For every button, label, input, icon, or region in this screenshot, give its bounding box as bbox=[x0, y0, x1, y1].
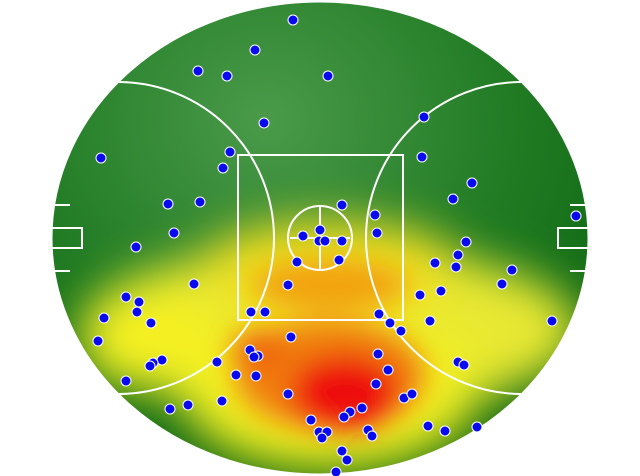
point bbox=[221, 70, 233, 82]
point bbox=[336, 445, 348, 457]
point bbox=[217, 162, 229, 174]
point bbox=[371, 227, 383, 239]
point bbox=[418, 111, 430, 123]
point bbox=[297, 230, 309, 242]
point bbox=[259, 306, 271, 318]
point bbox=[182, 399, 194, 411]
point bbox=[372, 348, 384, 360]
point bbox=[316, 432, 328, 444]
point bbox=[341, 454, 353, 466]
point bbox=[458, 359, 470, 371]
point bbox=[395, 325, 407, 337]
point bbox=[131, 306, 143, 318]
point bbox=[384, 317, 396, 329]
point bbox=[249, 44, 261, 56]
boundary bbox=[51, 1, 589, 475]
point bbox=[258, 117, 270, 129]
points bbox=[92, 14, 582, 476]
point bbox=[452, 249, 464, 261]
point bbox=[330, 466, 342, 476]
point bbox=[224, 146, 236, 158]
point bbox=[282, 388, 294, 400]
point bbox=[429, 257, 441, 269]
point bbox=[156, 354, 168, 366]
point bbox=[211, 356, 223, 368]
point bbox=[188, 278, 200, 290]
point bbox=[130, 241, 142, 253]
point bbox=[314, 224, 326, 236]
point bbox=[414, 289, 426, 301]
point bbox=[370, 378, 382, 390]
point bbox=[406, 388, 418, 400]
point bbox=[338, 411, 350, 423]
point bbox=[164, 403, 176, 415]
point bbox=[120, 291, 132, 303]
point bbox=[282, 279, 294, 291]
point bbox=[439, 425, 451, 437]
point bbox=[369, 209, 381, 221]
point bbox=[133, 296, 145, 308]
point bbox=[144, 360, 156, 372]
point bbox=[92, 335, 104, 347]
point bbox=[305, 414, 317, 426]
point bbox=[322, 70, 334, 82]
field bbox=[52, 2, 588, 474]
point bbox=[120, 375, 132, 387]
point bbox=[422, 420, 434, 432]
point bbox=[250, 370, 262, 382]
point bbox=[95, 152, 107, 164]
point bbox=[192, 65, 204, 77]
point bbox=[98, 312, 110, 324]
point bbox=[460, 236, 472, 248]
point bbox=[546, 315, 558, 327]
point bbox=[145, 317, 157, 329]
point bbox=[245, 306, 257, 318]
point bbox=[424, 315, 436, 327]
point bbox=[333, 254, 345, 266]
point bbox=[447, 193, 459, 205]
point bbox=[230, 369, 242, 381]
point bbox=[291, 256, 303, 268]
point bbox=[466, 177, 478, 189]
point bbox=[287, 14, 299, 26]
point bbox=[435, 285, 447, 297]
point bbox=[216, 395, 228, 407]
point bbox=[382, 364, 394, 376]
point bbox=[496, 278, 508, 290]
point bbox=[416, 151, 428, 163]
point bbox=[285, 331, 297, 343]
point bbox=[450, 261, 462, 273]
point bbox=[194, 196, 206, 208]
point bbox=[336, 199, 348, 211]
point bbox=[162, 198, 174, 210]
point bbox=[471, 421, 483, 433]
point bbox=[366, 430, 378, 442]
point bbox=[373, 308, 385, 320]
point bbox=[168, 227, 180, 239]
point bbox=[570, 210, 582, 222]
point bbox=[319, 235, 331, 247]
point bbox=[356, 402, 368, 414]
point bbox=[336, 235, 348, 247]
point bbox=[506, 264, 518, 276]
point bbox=[248, 351, 260, 363]
